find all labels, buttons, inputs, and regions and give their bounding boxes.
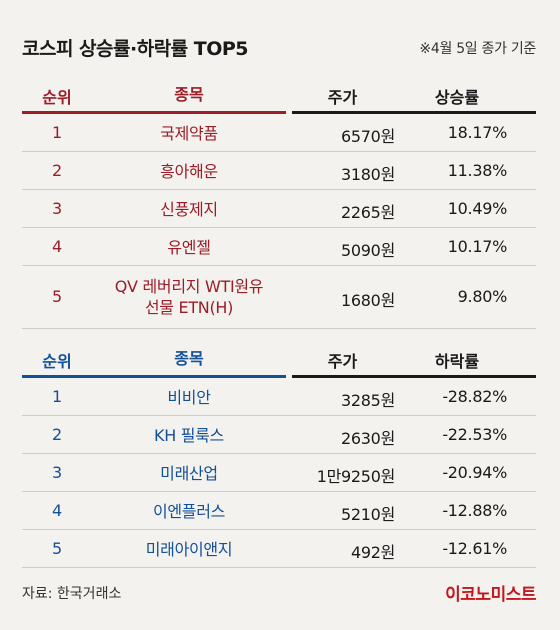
rate-cell: -20.94% xyxy=(442,462,507,482)
header-underline-dark xyxy=(292,375,536,378)
table-row: 2 흥아해운 3180원 11.38% xyxy=(22,152,536,190)
price-cell: 2630원 xyxy=(341,428,395,448)
header-name: 종목 xyxy=(174,85,204,104)
table-row: 5 QV 레버리지 WTI원유 선물 ETN(H) 1680원 9.80% xyxy=(22,266,536,329)
header-underline-blue xyxy=(22,375,286,378)
header-rate: 상승률 xyxy=(434,88,480,107)
rank-cell: 4 xyxy=(52,236,62,256)
gainers-table: 순위 종목 주가 상승률 1 국제약품 6570원 18.17% 2 흥아해운 3180원 1… xyxy=(22,76,536,329)
table-row: 2 KH 필룩스 2630원 -22.53% xyxy=(22,416,536,454)
rate-cell: -12.88% xyxy=(442,500,507,520)
rank-cell: 1 xyxy=(52,386,62,406)
header-price: 주가 xyxy=(327,352,358,371)
stock-name-cell: 흥아해운 xyxy=(160,161,218,181)
header-price: 주가 xyxy=(327,88,358,107)
rate-cell: 11.38% xyxy=(447,160,508,180)
losers-header: 순위 종목 주가 하락률 xyxy=(22,340,536,378)
price-cell: 3180원 xyxy=(341,164,395,184)
stock-name-cell: 미래산업 xyxy=(160,463,218,483)
gainers-rows: 1 국제약품 6570원 18.17% 2 흥아해운 3180원 11.38% 3 신풍제지 226… xyxy=(22,114,536,329)
stock-name-cell: 신풍제지 xyxy=(160,199,218,219)
rank-cell: 1 xyxy=(52,122,62,142)
table-row: 3 신풍제지 2265원 10.49% xyxy=(22,190,536,228)
stock-name-cell: 미래아이앤지 xyxy=(145,539,233,559)
rate-cell: -12.61% xyxy=(442,538,507,558)
source-note: 자료: 한국거래소 xyxy=(22,586,122,602)
price-cell: 2265원 xyxy=(341,202,395,222)
gainers-header: 순위 종목 주가 상승률 xyxy=(22,76,536,114)
rank-cell: 2 xyxy=(52,160,62,180)
rate-cell: 18.17% xyxy=(447,122,508,142)
header-name: 종목 xyxy=(174,349,204,368)
rank-cell: 3 xyxy=(52,462,62,482)
header-underline-dark xyxy=(292,111,536,114)
table-row: 1 국제약품 6570원 18.17% xyxy=(22,114,536,152)
header-rank: 순위 xyxy=(42,88,72,107)
brand-logo: 이코노미스트 xyxy=(445,585,536,605)
table-row: 5 미래아이앤지 492원 -12.61% xyxy=(22,530,536,568)
stock-name-cell: QV 레버리지 WTI원유 선물 ETN(H) xyxy=(114,277,264,317)
stock-name-cell: 유엔젤 xyxy=(167,237,211,257)
rank-cell: 5 xyxy=(52,538,62,558)
stock-name-cell: KH 필룩스 xyxy=(154,425,224,445)
rank-cell: 2 xyxy=(52,424,62,444)
header-underline-red xyxy=(22,111,286,114)
losers-rows: 1 비비안 3285원 -28.82% 2 KH 필룩스 2630원 -22.53% 3 미래산업… xyxy=(22,378,536,568)
table-row: 1 비비안 3285원 -28.82% xyxy=(22,378,536,416)
price-cell: 3285원 xyxy=(341,390,395,410)
stock-name-cell: 이엔플러스 xyxy=(152,501,226,521)
price-cell: 5210원 xyxy=(341,504,395,524)
chart-title: 코스피 상승률·하락률 TOP5 xyxy=(22,38,249,60)
header-rate: 하락률 xyxy=(434,352,480,371)
table-row: 4 유엔젤 5090원 10.17% xyxy=(22,228,536,266)
header-rank: 순위 xyxy=(42,352,72,371)
rate-cell: 10.17% xyxy=(447,236,508,256)
losers-table: 순위 종목 주가 하락률 1 비비안 3285원 -28.82% 2 KH 필룩스 2630… xyxy=(22,340,536,568)
rate-cell: -28.82% xyxy=(442,386,507,406)
rate-cell: -22.53% xyxy=(442,424,507,444)
stock-name-cell: 국제약품 xyxy=(160,123,218,143)
rate-cell: 10.49% xyxy=(447,198,508,218)
price-cell: 492원 xyxy=(350,542,395,562)
rank-cell: 4 xyxy=(52,500,62,520)
price-cell: 6570원 xyxy=(341,126,395,146)
rate-cell: 9.80% xyxy=(457,287,508,306)
date-note: ※4월 5일 종가 기준 xyxy=(419,41,536,57)
stock-name-cell: 비비안 xyxy=(167,387,211,407)
price-cell: 1만9250원 xyxy=(316,466,396,486)
rank-cell: 3 xyxy=(52,198,62,218)
rank-cell: 5 xyxy=(52,287,62,306)
table-row: 4 이엔플러스 5210원 -12.88% xyxy=(22,492,536,530)
price-cell: 5090원 xyxy=(341,240,395,260)
table-row: 3 미래산업 1만9250원 -20.94% xyxy=(22,454,536,492)
price-cell: 1680원 xyxy=(341,291,395,310)
